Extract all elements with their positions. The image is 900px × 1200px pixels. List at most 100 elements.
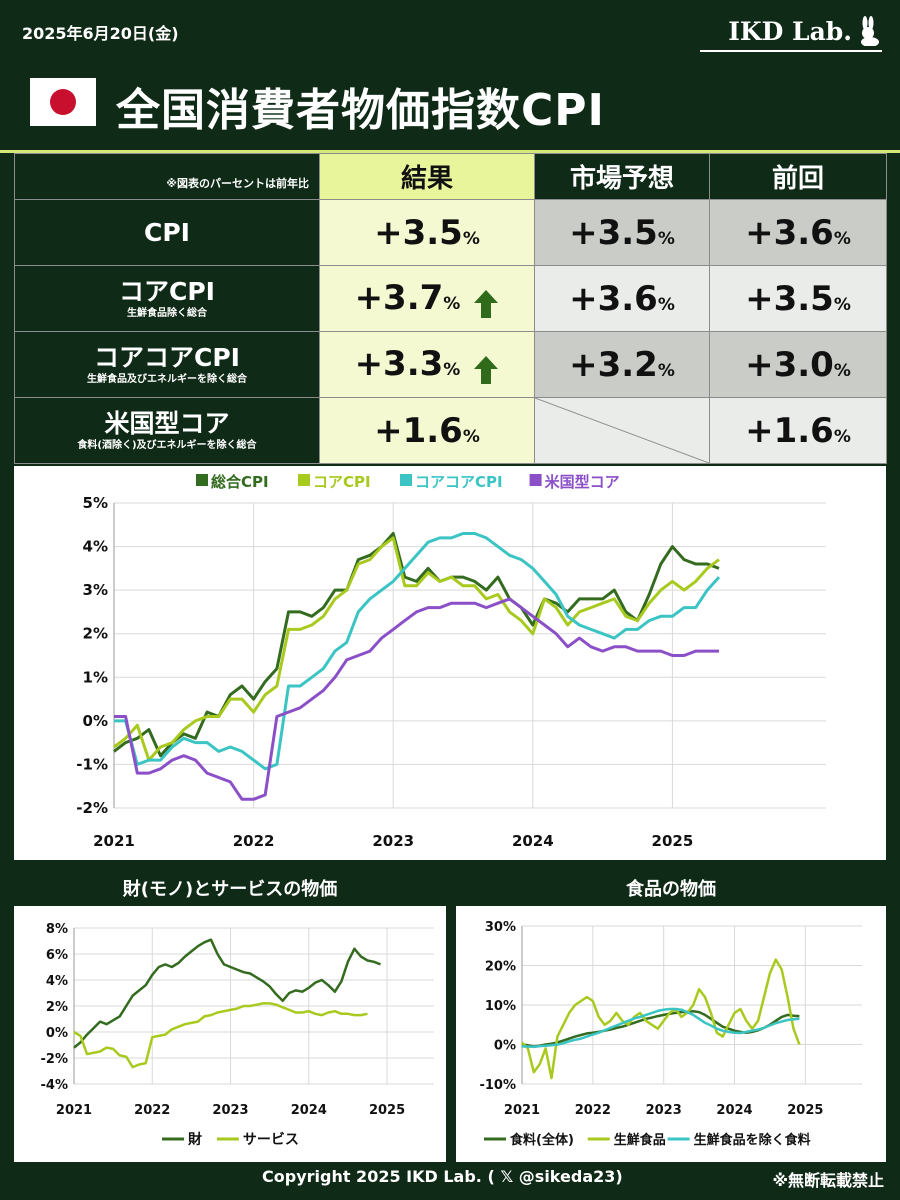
y-tick-label: 6% — [46, 948, 68, 963]
brand-underline — [700, 50, 882, 52]
goods-chart-title: 財(モノ)とサービスの物価 — [122, 879, 338, 900]
forecast-cell: +3.5% — [534, 199, 710, 266]
previous-value: +3.6 — [745, 212, 834, 253]
x-tick-label: 2023 — [646, 1103, 682, 1118]
y-tick-label: 0% — [494, 1039, 516, 1054]
table-row-us-core: 米国型コア 食料(酒除く)及びエネルギーを除く総合 +1.6% +1.6% — [14, 397, 887, 464]
empty-diagonal — [535, 398, 709, 463]
series-line-1 — [73, 1002, 368, 1069]
row-label-sub: 生鮮食品除く総合 — [127, 307, 207, 319]
previous-value: +3.0 — [745, 344, 834, 385]
food-chart-panel: 30% 20% 10% 0% -10% 2021 2022 2023 2024 2025 食料(全体… — [456, 906, 886, 1162]
legend-swatch — [400, 474, 412, 486]
arrow-up-icon — [474, 356, 499, 385]
legend-label: 総合CPI — [211, 473, 269, 491]
table-row-core-cpi: コアCPI 生鮮食品除く総合 +3.7% +3.6% +3.5% — [14, 265, 887, 332]
forecast-cell-empty — [534, 397, 710, 464]
copyright: Copyright 2025 IKD Lab. ( 𝕏 @sikeda23) — [262, 1167, 623, 1186]
y-tick-label: -4% — [41, 1078, 68, 1093]
y-tick-label: -2% — [41, 1052, 68, 1067]
previous-value: +3.5 — [745, 278, 834, 319]
date: 2025年6月20日(金) — [22, 24, 179, 43]
pct-unit: % — [443, 359, 461, 380]
result-cell: +3.3% — [319, 331, 535, 398]
row-label: 米国型コア 食料(酒除く)及びエネルギーを除く総合 — [14, 397, 320, 464]
legend-label: 財 — [187, 1131, 202, 1148]
series-line-3 — [114, 597, 719, 801]
forecast-value: +3.6 — [569, 278, 658, 319]
x-tick-label: 2023 — [372, 832, 414, 850]
legend-label: 生鮮食品を除く食料 — [694, 1132, 811, 1148]
x-tick-label: 2025 — [652, 832, 694, 850]
row-label-sub: 食料(酒除く)及びエネルギーを除く総合 — [77, 439, 257, 451]
arrow-up-icon — [474, 290, 499, 319]
y-tick-label: 10% — [485, 999, 516, 1014]
series-line-0 — [73, 938, 381, 1049]
previous-cell: +3.0% — [709, 331, 887, 398]
y-tick-label: 5% — [83, 494, 108, 512]
forecast-value: +3.2 — [569, 344, 658, 385]
legend-label: サービス — [243, 1132, 299, 1148]
pct-unit: % — [833, 426, 851, 447]
y-tick-label: 0% — [83, 712, 108, 730]
no-reprint-notice: ※無断転載禁止 — [772, 1171, 884, 1190]
x-tick-label: 2024 — [291, 1103, 327, 1118]
y-tick-label: 8% — [46, 922, 68, 937]
previous-cell: +1.6% — [709, 397, 887, 464]
y-tick-label: -10% — [479, 1078, 516, 1093]
x-tick-label: 2021 — [93, 832, 135, 850]
previous-cell: +3.6% — [709, 199, 887, 266]
y-tick-label: 4% — [83, 538, 108, 556]
pct-unit: % — [462, 426, 480, 447]
forecast-cell: +3.2% — [534, 331, 710, 398]
y-tick-label: 20% — [485, 960, 516, 975]
table-row-cpi: CPI +3.5% +3.5% +3.6% — [14, 199, 887, 266]
table-row-core-core-cpi: コアコアCPI 生鮮食品及びエネルギーを除く総合 +3.3% +3.2% +3.… — [14, 331, 887, 398]
page-title: 全国消費者物価指数CPI — [116, 85, 605, 136]
pct-unit: % — [657, 294, 675, 315]
x-tick-label: 2022 — [575, 1103, 611, 1118]
y-tick-label: 1% — [83, 668, 108, 686]
goods-services-line-chart: 8% 6% 4% 2% 0% -2% -4% 2021 2022 2023 2024 2025 財 サービ… — [41, 922, 434, 1148]
y-tick-label: -1% — [76, 755, 108, 773]
x-tick-label: 2024 — [716, 1103, 752, 1118]
legend-swatch — [298, 474, 310, 486]
result-value: +3.3 — [354, 343, 444, 384]
goods-chart-panel: 8% 6% 4% 2% 0% -2% -4% 2021 2022 2023 2024 2025 財 サービ… — [14, 906, 446, 1162]
previous-cell: +3.5% — [709, 265, 887, 332]
japan-flag-icon — [30, 78, 96, 126]
col-forecast: 市場予想 — [534, 153, 710, 200]
col-previous: 前回 — [709, 153, 887, 200]
x-tick-label: 2024 — [512, 832, 554, 850]
legend-label: 生鮮食品 — [614, 1132, 666, 1148]
row-label-main: コアCPI — [119, 276, 215, 306]
result-cell: +3.7% — [319, 265, 535, 332]
legend-swatch — [196, 474, 208, 486]
row-label-main: コアコアCPI — [94, 342, 240, 372]
pct-unit: % — [833, 360, 851, 381]
result-value: +3.5 — [374, 212, 463, 253]
x-tick-label: 2022 — [233, 832, 275, 850]
legend-label: コアコアCPI — [415, 473, 503, 491]
series-line-2 — [114, 532, 721, 771]
row-label: コアCPI 生鮮食品除く総合 — [14, 265, 320, 332]
pct-unit: % — [833, 294, 851, 315]
pct-unit: % — [833, 228, 851, 249]
x-tick-label: 2022 — [134, 1103, 170, 1118]
y-tick-label: -2% — [76, 799, 108, 817]
series-line-2 — [522, 1007, 800, 1049]
cpi-line-chart: 5% 4% 3% 2% 1% 0% -1% -2% 2021 2022 2023 2024 2025 総合… — [76, 473, 826, 850]
brand-logo: IKD Lab. — [728, 16, 882, 46]
x-tick-label: 2021 — [504, 1103, 540, 1118]
legend-swatch — [529, 474, 542, 486]
forecast-value: +3.5 — [569, 212, 658, 253]
row-label-sub: 生鮮食品及びエネルギーを除く総合 — [87, 373, 247, 385]
series-line-0 — [113, 532, 720, 758]
result-cell: +3.5% — [319, 199, 535, 266]
forecast-cell: +3.6% — [534, 265, 710, 332]
legend-label: 米国型コア — [545, 473, 620, 491]
pct-unit: % — [443, 293, 461, 314]
table-header-row: ※図表のパーセントは前年比 結果 市場予想 前回 — [14, 153, 887, 200]
legend-label: 食料(全体) — [510, 1132, 574, 1148]
result-value: +3.7 — [354, 277, 444, 318]
